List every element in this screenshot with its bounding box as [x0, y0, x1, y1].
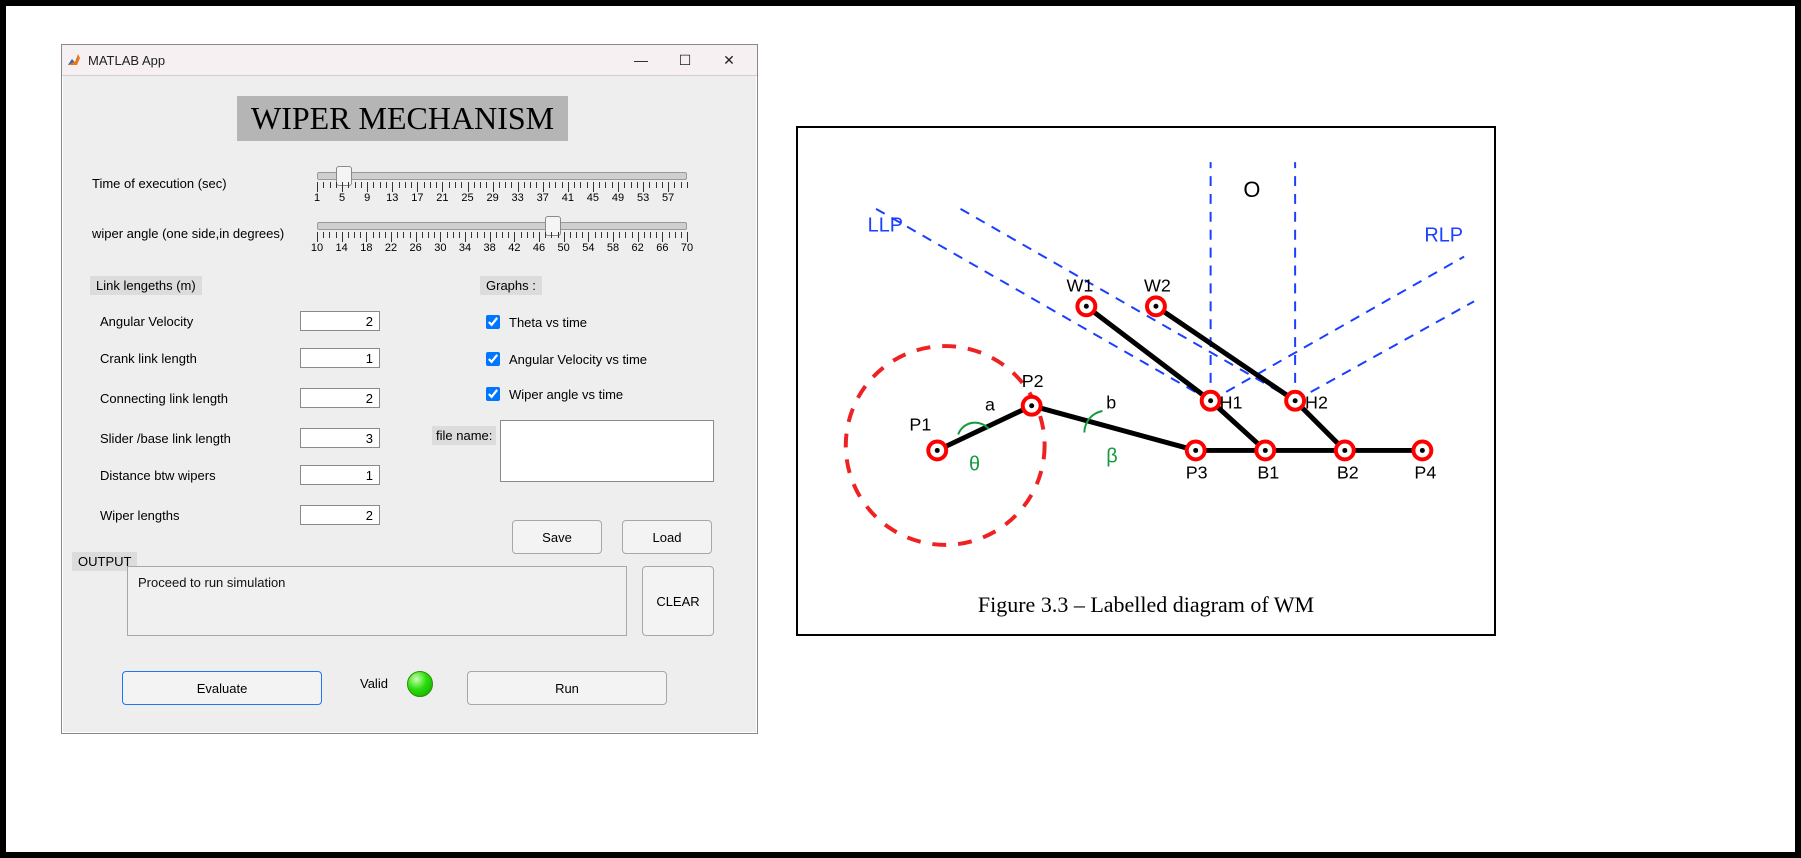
label-wiper-lengths: Wiper lengths — [100, 508, 179, 523]
titlebar: MATLAB App — ☐ ✕ — [62, 45, 757, 76]
svg-text:O: O — [1243, 177, 1260, 202]
checkbox-label-theta: Theta vs time — [509, 315, 587, 330]
input-angular-velocity[interactable] — [300, 311, 380, 331]
figure-panel: LLP RLP O W1 W2 P1 P2 P3 P4 H1 H2 B1 B2 a b θ β Figure 3… — [796, 126, 1496, 636]
output-box: Proceed to run simulation — [127, 566, 627, 636]
checkbox-input-angvel[interactable] — [486, 352, 500, 366]
checkbox-theta-vs-time[interactable]: Theta vs time — [482, 312, 587, 332]
svg-text:W1: W1 — [1066, 275, 1093, 295]
slider-exec-time[interactable]: 159131721252933374145495357 — [317, 172, 687, 208]
matlab-icon — [66, 52, 82, 68]
maximize-button[interactable]: ☐ — [663, 45, 707, 75]
input-distance-wipers[interactable] — [300, 465, 380, 485]
slider-wiper-angle[interactable]: 10141822263034384246505458626670 — [317, 222, 687, 258]
output-text: Proceed to run simulation — [138, 575, 285, 590]
svg-text:H2: H2 — [1305, 393, 1328, 413]
checkbox-input-wiperangle[interactable] — [486, 387, 500, 401]
label-exec-time: Time of execution (sec) — [92, 176, 227, 191]
checkbox-label-wiperangle: Wiper angle vs time — [509, 387, 623, 402]
svg-text:B1: B1 — [1257, 462, 1279, 482]
checkbox-angular-velocity-vs-time[interactable]: Angular Velocity vs time — [482, 349, 647, 369]
svg-text:H1: H1 — [1220, 393, 1243, 413]
label-distance-wipers: Distance btw wipers — [100, 468, 216, 483]
svg-text:b: b — [1106, 393, 1116, 413]
header-graphs: Graphs : — [480, 276, 542, 295]
label-base-length: Slider /base link length — [100, 431, 231, 446]
evaluate-button[interactable]: Evaluate — [122, 671, 322, 705]
svg-text:P3: P3 — [1186, 462, 1208, 482]
svg-text:P4: P4 — [1414, 462, 1436, 482]
valid-lamp — [407, 671, 433, 697]
clear-button[interactable]: CLEAR — [642, 566, 714, 636]
label-angular-velocity: Angular Velocity — [100, 314, 193, 329]
label-filename: file name: — [432, 426, 496, 445]
input-filename[interactable] — [500, 420, 714, 482]
app-title-banner: WIPER MECHANISM — [237, 96, 568, 141]
close-button[interactable]: ✕ — [707, 45, 751, 75]
input-crank-length[interactable] — [300, 348, 380, 368]
input-connecting-length[interactable] — [300, 388, 380, 408]
svg-text:θ: θ — [969, 453, 980, 475]
input-wiper-lengths[interactable] — [300, 505, 380, 525]
window-title: MATLAB App — [88, 53, 165, 68]
label-wiper-angle: wiper angle (one side,in degrees) — [92, 226, 284, 241]
svg-text:RLP: RLP — [1424, 225, 1463, 247]
load-button[interactable]: Load — [622, 520, 712, 554]
figure-canvas: LLP RLP O W1 W2 P1 P2 P3 P4 H1 H2 B1 B2 a b θ β — [808, 138, 1484, 574]
label-connecting-length: Connecting link length — [100, 391, 228, 406]
svg-text:β: β — [1106, 445, 1117, 467]
svg-text:B2: B2 — [1337, 462, 1359, 482]
label-crank-length: Crank link length — [100, 351, 197, 366]
svg-text:W2: W2 — [1144, 275, 1171, 295]
save-button[interactable]: Save — [512, 520, 602, 554]
svg-text:a: a — [985, 395, 995, 415]
lamp-label: Valid — [360, 676, 388, 691]
input-base-length[interactable] — [300, 428, 380, 448]
header-link-lengths: Link lengeths (m) — [90, 276, 202, 295]
checkbox-input-theta[interactable] — [486, 315, 500, 329]
checkbox-label-angvel: Angular Velocity vs time — [509, 352, 647, 367]
svg-text:P1: P1 — [909, 415, 931, 435]
figure-caption: Figure 3.3 – Labelled diagram of WM — [798, 592, 1494, 618]
run-button[interactable]: Run — [467, 671, 667, 705]
svg-text:LLP: LLP — [868, 215, 903, 237]
matlab-app-window: MATLAB App — ☐ ✕ WIPER MECHANISM Time of… — [61, 44, 758, 734]
checkbox-wiper-angle-vs-time[interactable]: Wiper angle vs time — [482, 384, 623, 404]
svg-text:P2: P2 — [1022, 371, 1044, 391]
app-body: WIPER MECHANISM Time of execution (sec) … — [62, 76, 757, 734]
minimize-button[interactable]: — — [619, 45, 663, 75]
